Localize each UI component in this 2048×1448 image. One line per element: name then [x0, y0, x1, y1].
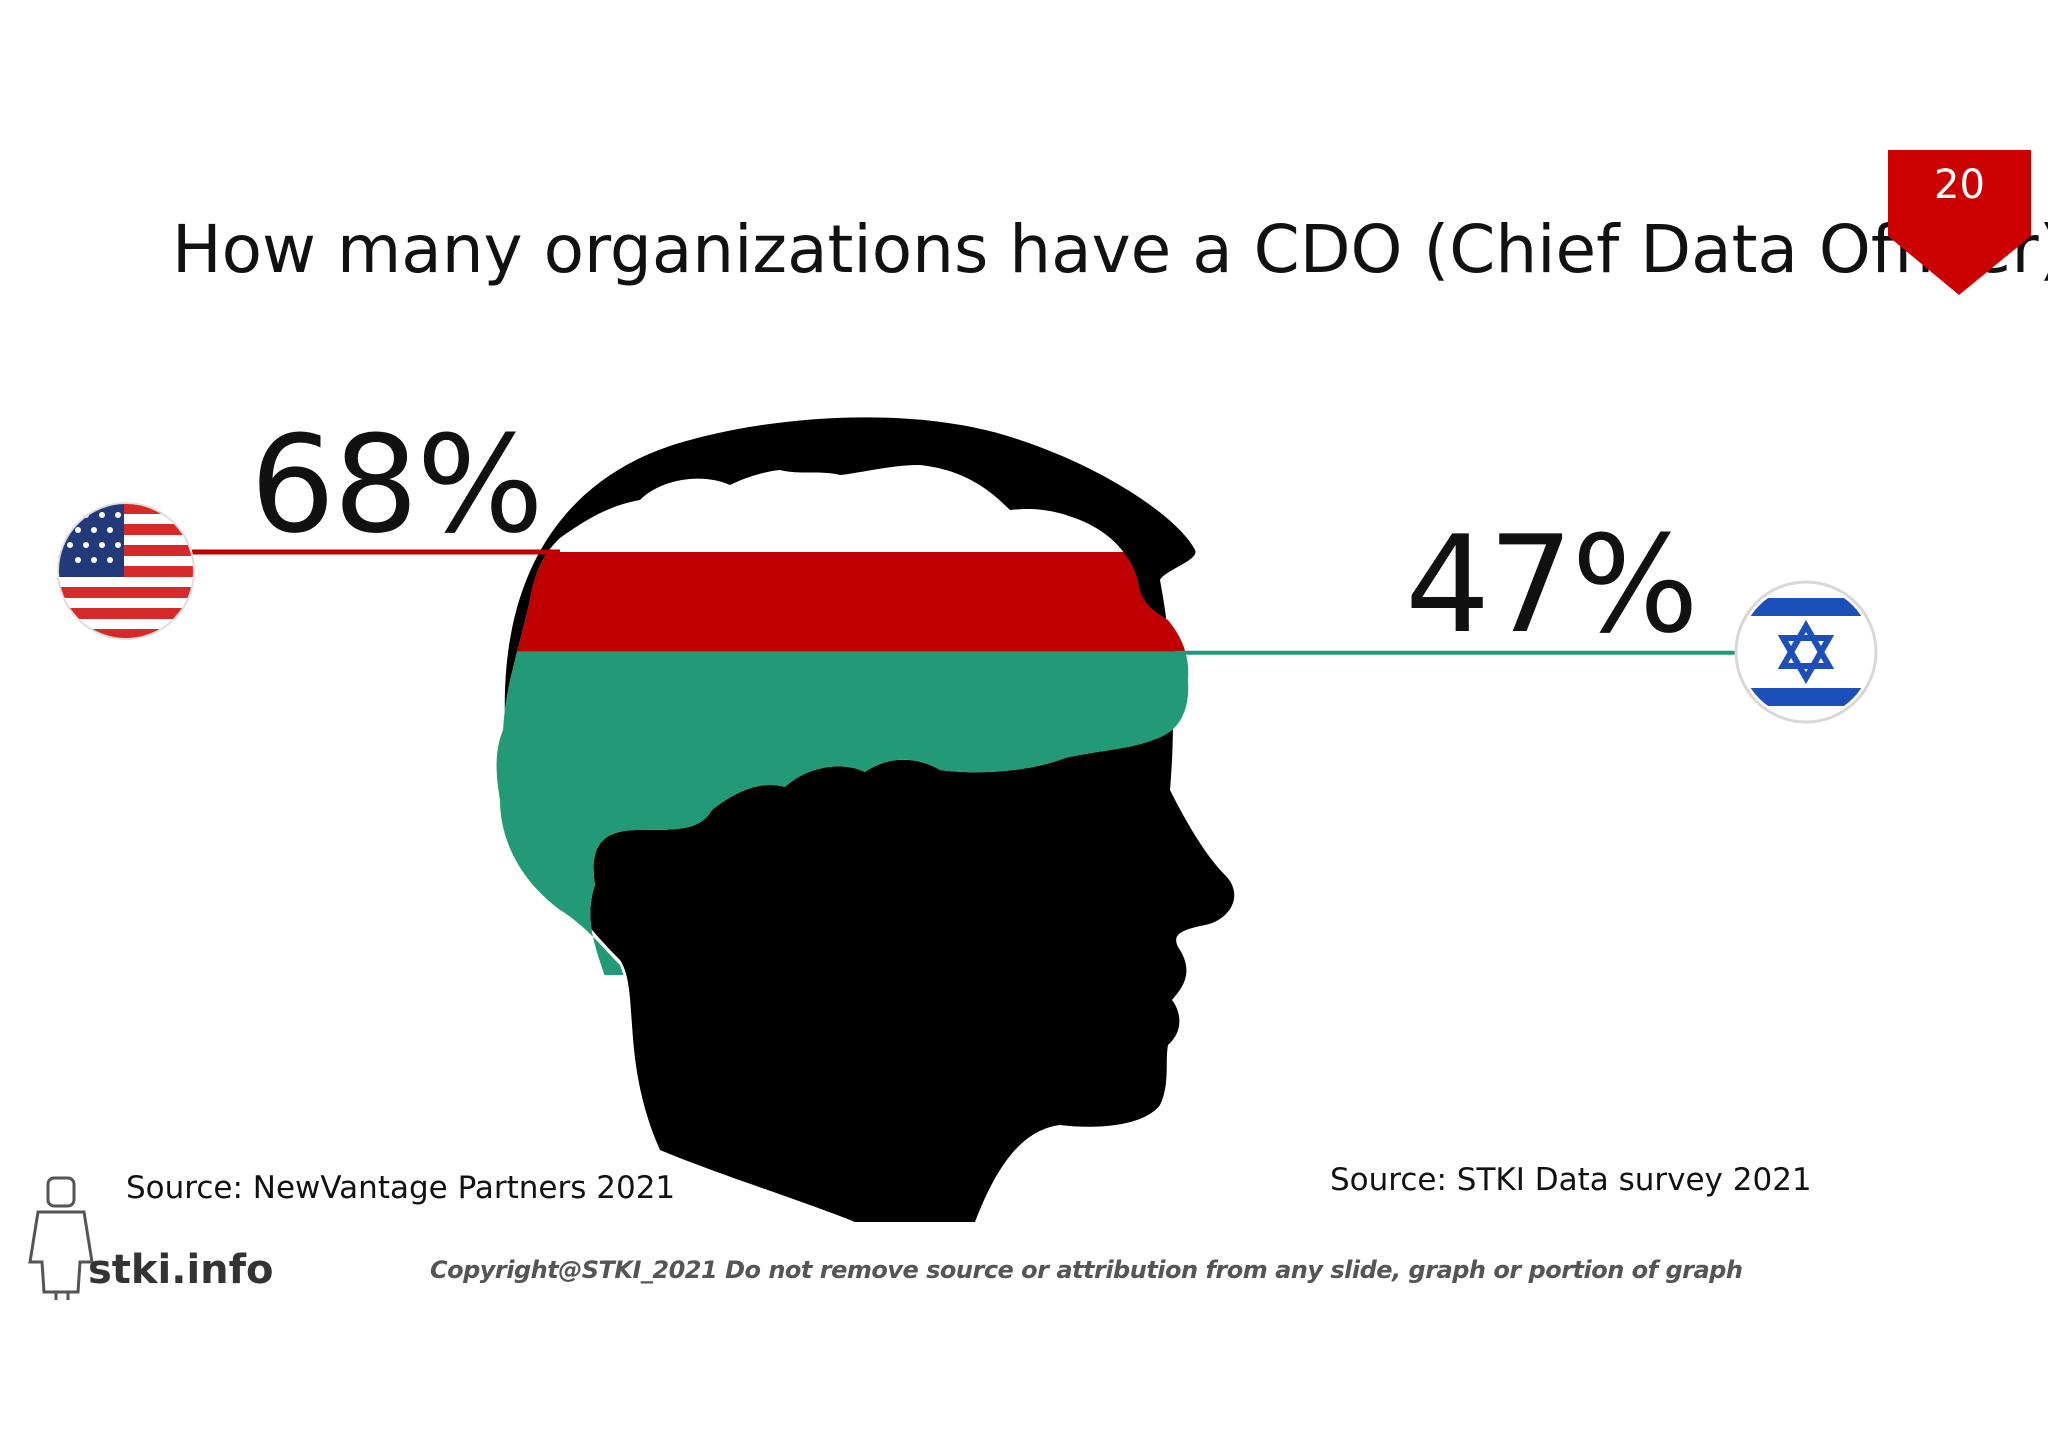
slide-title: How many organizations have a CDO (Chief… [172, 211, 2048, 288]
source-il: Source: STKI Data survey 2021 [1330, 1162, 1812, 1198]
us-flag-icon [57, 502, 195, 640]
value-label-us: 68% [250, 407, 544, 563]
israel-flag-icon [1734, 580, 1878, 724]
stki-mascot-icon [28, 1176, 94, 1300]
bar-us [496, 552, 1189, 652]
value-label-il: 47% [1405, 507, 1699, 663]
brand-logo-text: stki.info [88, 1247, 274, 1293]
page-badge [1888, 150, 2031, 295]
page-badge-shape [1888, 150, 2031, 295]
copyright-notice: Copyright@STKI_2021 Do not remove source… [430, 1256, 1743, 1284]
source-us: Source: NewVantage Partners 2021 [126, 1170, 676, 1206]
page-number: 20 [1934, 162, 1985, 208]
